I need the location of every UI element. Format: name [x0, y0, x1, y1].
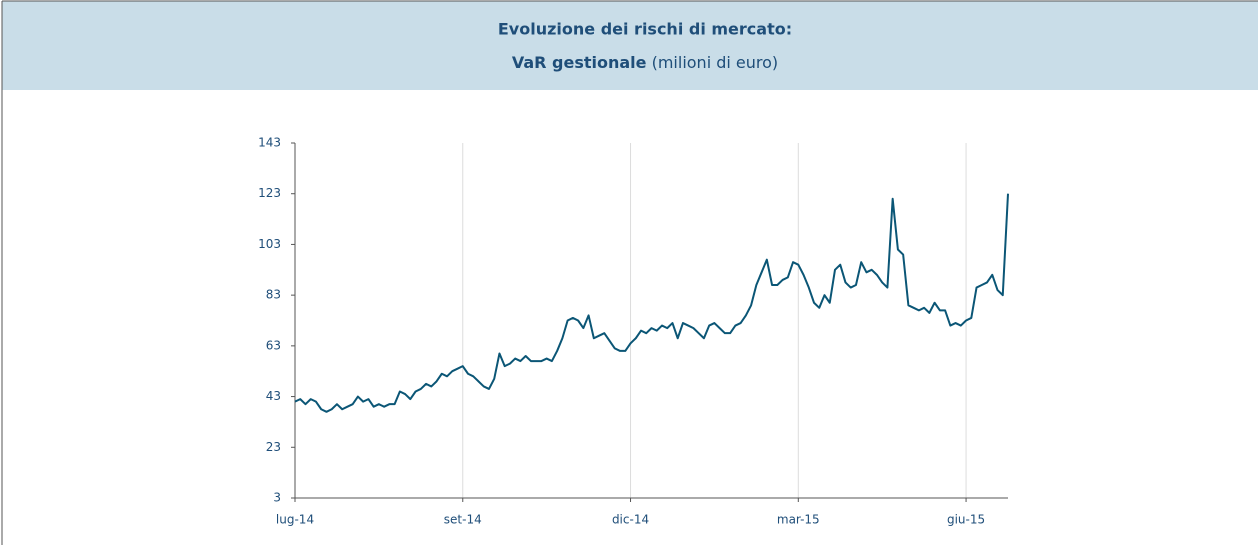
- y-tick-label: 63: [266, 338, 281, 352]
- plot: lug-14 set-14 dic-14 mar-15 giu-15 3 23 43 63 83 1…: [258, 136, 1009, 527]
- x-tick-label: lug-14: [276, 513, 314, 527]
- x-tick-label: set-14: [444, 513, 482, 527]
- x-tick-label: dic-14: [612, 513, 649, 527]
- y-tick-label: 123: [258, 186, 281, 200]
- y-tick-label: 103: [258, 237, 281, 251]
- y-tick-label: 23: [266, 440, 281, 454]
- header-band: [2, 1, 1258, 90]
- y-tick-label: 43: [266, 389, 281, 403]
- unit: (milioni di euro): [652, 53, 779, 72]
- y-tick-label: 3: [273, 491, 281, 505]
- x-tick-label: mar-15: [777, 513, 820, 527]
- y-tick-label: 143: [258, 136, 281, 150]
- x-tick-label: giu-15: [947, 513, 985, 527]
- subtitle: VaR gestionale: [512, 53, 647, 72]
- y-tick-label: 83: [266, 288, 281, 302]
- line-series: [294, 193, 1009, 413]
- chart-title: Evoluzione dei rischi di mercato:: [498, 20, 792, 39]
- subtitle-line: VaR gestionale (milioni di euro): [512, 53, 778, 72]
